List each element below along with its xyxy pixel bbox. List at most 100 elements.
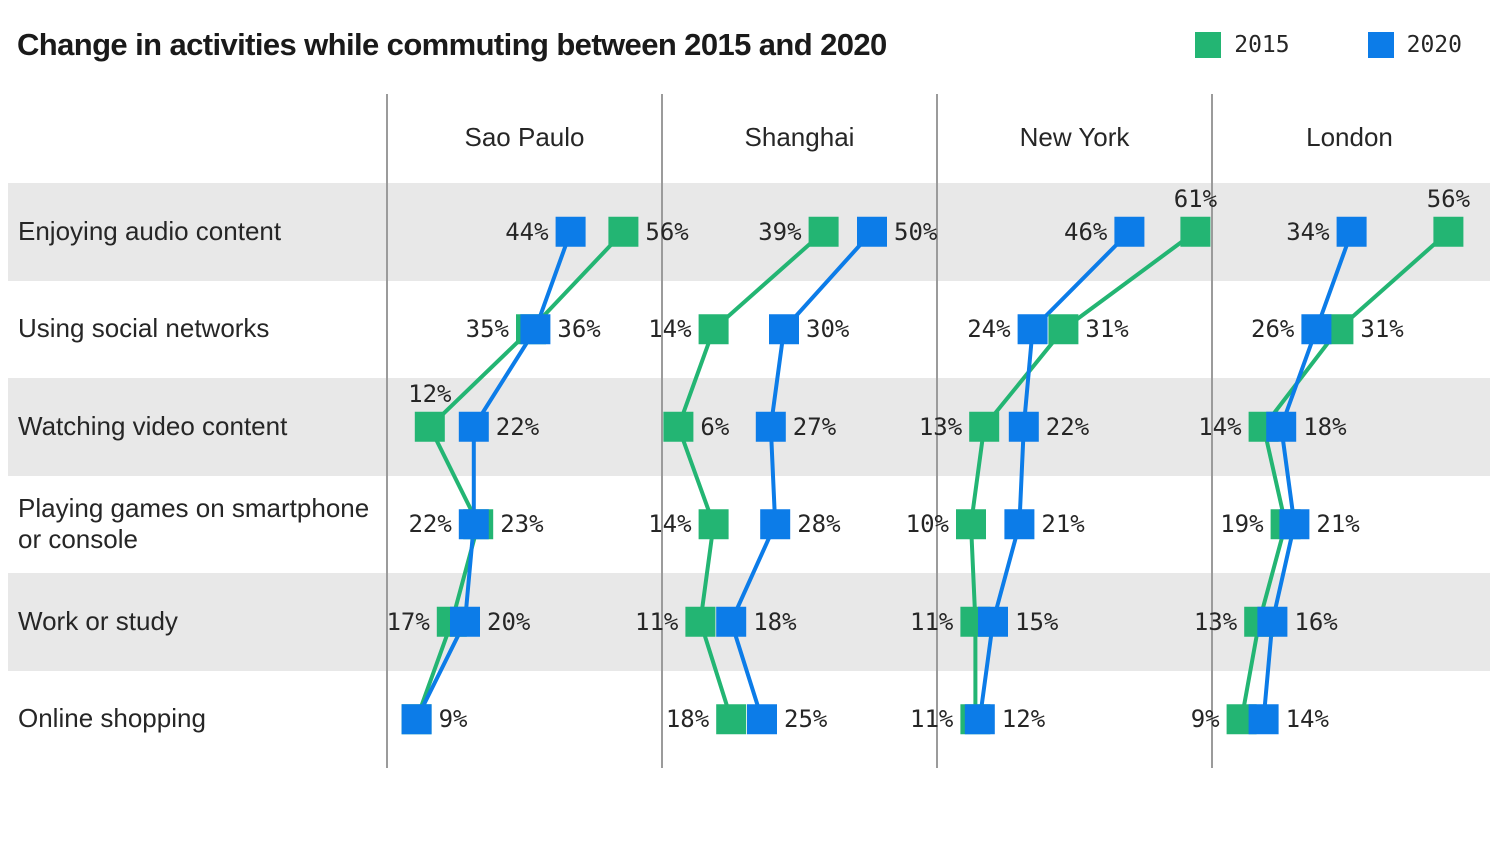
value-label-2015: 35% xyxy=(465,315,509,344)
legend-swatch-2020-icon xyxy=(1367,32,1394,58)
value-label-2015: 18% xyxy=(665,705,710,734)
panel-divider xyxy=(936,94,938,768)
value-label-2015: 13% xyxy=(918,412,963,441)
value-label-2020: 15% xyxy=(1015,607,1059,636)
activity-label: Work or study xyxy=(18,605,178,636)
activity-label: Online shopping xyxy=(18,703,206,734)
marker-2020 xyxy=(1336,216,1367,247)
marker-2020 xyxy=(755,411,786,442)
city-header: New York xyxy=(1019,122,1130,152)
marker-2020 xyxy=(1266,411,1297,442)
marker-2020 xyxy=(555,216,586,247)
value-label-2015: 31% xyxy=(1360,315,1404,344)
marker-2020 xyxy=(769,314,799,345)
value-label-2020: 22% xyxy=(1045,412,1090,441)
marker-2020 xyxy=(978,606,1008,637)
value-label-2015: 23% xyxy=(500,510,544,539)
value-label-2020: 21% xyxy=(1316,510,1360,539)
marker-2020 xyxy=(1301,314,1332,345)
line-2015 xyxy=(1239,230,1450,720)
activity-label: Watching video content xyxy=(18,410,288,441)
marker-2015 xyxy=(608,216,639,247)
marker-2015 xyxy=(663,411,694,442)
value-label-2020: 30% xyxy=(806,315,850,344)
row-band xyxy=(8,378,1490,476)
marker-2020 xyxy=(450,606,480,637)
marker-2020 xyxy=(857,216,887,247)
value-label-2015: 17% xyxy=(386,607,430,636)
activity-label: Playing games on smartphone or console xyxy=(18,492,370,555)
value-label-2020: 26% xyxy=(1251,315,1295,344)
marker-2015 xyxy=(698,509,729,540)
marker-2015 xyxy=(716,704,747,735)
marker-2015 xyxy=(1048,314,1079,345)
line-2020 xyxy=(1261,231,1354,720)
panel-divider xyxy=(386,94,388,768)
value-label-2020: 28% xyxy=(797,510,841,539)
line-2020 xyxy=(977,230,1131,720)
legend-label-2020: 2020 xyxy=(1406,32,1462,58)
legend-swatch-2015-icon xyxy=(1195,32,1222,58)
marker-2020 xyxy=(716,606,747,637)
marker-2020 xyxy=(1248,704,1279,735)
value-label-2020: 18% xyxy=(1303,412,1347,441)
value-label-2020: 20% xyxy=(487,607,531,636)
marker-2020 xyxy=(1114,216,1145,247)
panel-plot xyxy=(1226,216,1464,735)
value-label-2020: 21% xyxy=(1041,510,1085,539)
value-label-2020: 16% xyxy=(1294,607,1338,636)
marker-2015 xyxy=(808,216,839,247)
marker-2015 xyxy=(1433,216,1464,247)
value-label-2020: 24% xyxy=(967,315,1011,344)
marker-2015 xyxy=(956,509,986,540)
row-band xyxy=(8,573,1490,671)
city-header: London xyxy=(1306,122,1393,152)
value-label-2020: 46% xyxy=(1064,217,1108,246)
value-label-2020: 22% xyxy=(408,510,452,539)
value-label-2020: 12% xyxy=(1001,705,1046,734)
chart-title: Change in activities while commuting bet… xyxy=(17,27,887,62)
marker-2020 xyxy=(401,704,432,735)
value-label-2015: 12% xyxy=(408,379,452,408)
marker-2020 xyxy=(458,411,489,442)
marker-2015 xyxy=(414,411,445,442)
marker-2020 xyxy=(1004,509,1035,540)
marker-2015 xyxy=(698,314,729,345)
legend-item-2015: 2015 xyxy=(1195,32,1290,58)
marker-2015 xyxy=(1180,216,1211,247)
value-label-2015: 9% xyxy=(1190,705,1220,734)
value-label-2015: 56% xyxy=(645,217,689,246)
marker-2020 xyxy=(1257,606,1288,637)
line-2020 xyxy=(414,231,573,721)
city-header: Sao Paulo xyxy=(464,122,585,152)
marker-2020 xyxy=(760,509,791,540)
line-2015 xyxy=(414,230,625,720)
panel-plot xyxy=(663,216,887,735)
line-2020 xyxy=(729,230,874,720)
value-label-2015: 11% xyxy=(910,705,954,734)
value-label-2020: 50% xyxy=(894,217,938,246)
marker-2020 xyxy=(458,509,489,540)
value-label-2020: 25% xyxy=(784,705,828,734)
value-label-2020: 27% xyxy=(792,412,837,441)
value-label-2020: 34% xyxy=(1286,217,1330,246)
marker-2020 xyxy=(520,314,551,345)
legend: 2015 2020 xyxy=(1195,32,1462,58)
legend-label-2015: 2015 xyxy=(1234,32,1290,58)
marker-2020 xyxy=(747,704,777,735)
value-label-2015: 14% xyxy=(648,510,692,539)
value-label-2015: 13% xyxy=(1193,607,1238,636)
marker-2015 xyxy=(685,606,716,637)
line-2015 xyxy=(968,230,1197,720)
panel-divider xyxy=(661,94,663,768)
line-2015 xyxy=(676,230,825,720)
activity-label: Using social networks xyxy=(18,313,270,344)
value-label-2015: 61% xyxy=(1173,184,1218,213)
value-label-2015: 6% xyxy=(700,412,730,441)
marker-2020 xyxy=(1017,314,1048,345)
marker-2020 xyxy=(964,704,995,735)
legend-item-2020: 2020 xyxy=(1367,32,1462,58)
panel-plot xyxy=(956,216,1211,735)
value-label-2015: 39% xyxy=(758,217,802,246)
